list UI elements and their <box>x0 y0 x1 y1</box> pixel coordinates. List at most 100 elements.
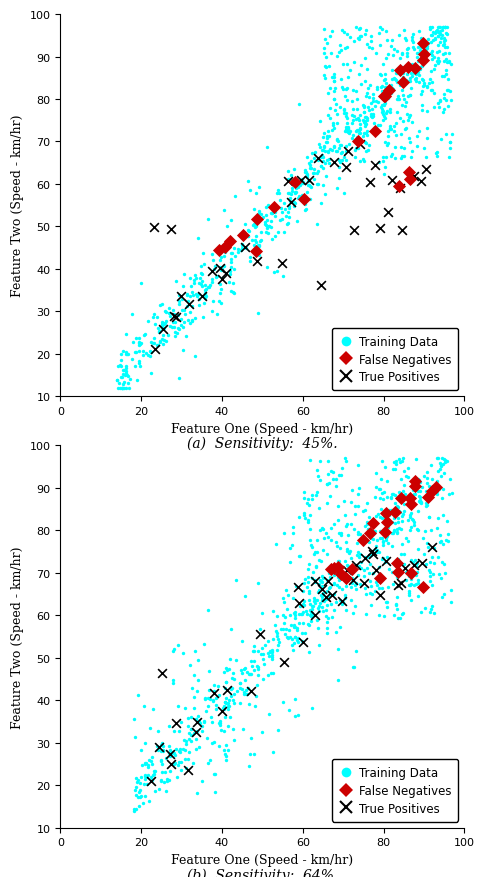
Point <box>122 327 130 341</box>
Point <box>357 561 364 575</box>
Point <box>221 695 229 709</box>
Point <box>359 505 367 519</box>
Point <box>280 617 288 631</box>
Point <box>376 39 384 53</box>
Point <box>227 214 235 228</box>
Point <box>361 136 368 150</box>
Point <box>376 531 383 545</box>
Point <box>342 139 350 153</box>
Point <box>316 573 324 587</box>
Point <box>318 521 326 535</box>
Point <box>319 151 327 165</box>
Point <box>445 151 452 165</box>
Point <box>137 789 145 803</box>
Point <box>222 661 230 675</box>
Point <box>314 154 322 168</box>
Point <box>412 568 419 582</box>
Point <box>325 153 333 167</box>
Point <box>377 588 384 602</box>
Point <box>308 701 315 715</box>
Point <box>216 688 224 702</box>
Point <box>267 666 275 680</box>
Point <box>427 565 434 579</box>
Point <box>286 191 294 205</box>
Point <box>379 538 387 553</box>
Point <box>428 602 435 617</box>
Point <box>399 115 407 129</box>
Point <box>343 571 351 585</box>
Point <box>352 85 360 99</box>
Point <box>332 536 340 550</box>
Point <box>305 498 313 512</box>
Point <box>160 317 168 332</box>
Point <box>378 511 385 525</box>
Point <box>406 75 414 89</box>
Point <box>261 216 269 230</box>
Point <box>371 490 379 504</box>
Point <box>227 253 235 267</box>
Point <box>289 644 297 658</box>
Point <box>135 335 143 349</box>
Point <box>395 553 402 567</box>
Point <box>360 127 367 141</box>
Point <box>224 702 232 717</box>
Point <box>375 545 383 560</box>
Point <box>419 38 427 52</box>
Point <box>341 125 349 139</box>
Point <box>248 660 256 674</box>
Point <box>215 717 223 731</box>
Point <box>236 696 243 710</box>
Point <box>328 521 335 535</box>
Point <box>368 103 376 117</box>
Point <box>377 524 384 538</box>
Point <box>227 256 235 270</box>
Point <box>295 581 302 595</box>
Point <box>136 337 143 351</box>
Point <box>324 611 331 625</box>
Point <box>170 758 178 772</box>
Point <box>317 196 325 210</box>
Point <box>134 774 141 788</box>
Point <box>323 478 330 492</box>
Point <box>279 592 287 606</box>
Point <box>399 61 406 75</box>
Point <box>177 313 185 327</box>
Point <box>170 307 178 321</box>
Point <box>404 58 412 72</box>
Point <box>157 773 165 787</box>
Point <box>440 55 448 69</box>
Point <box>122 381 130 396</box>
Point <box>342 455 350 469</box>
Point <box>437 469 445 483</box>
Point <box>360 130 367 144</box>
Point <box>296 178 304 192</box>
Point <box>306 522 313 536</box>
Point <box>302 166 310 180</box>
Point <box>404 89 412 103</box>
Point <box>158 757 166 771</box>
Point <box>402 574 410 588</box>
Point <box>184 294 192 308</box>
Point <box>399 507 407 521</box>
Point <box>404 534 412 548</box>
Point <box>240 229 247 243</box>
Point <box>438 452 446 466</box>
Point <box>135 332 143 346</box>
Point <box>393 506 401 520</box>
Point <box>298 626 306 640</box>
Point <box>420 470 428 484</box>
Point <box>319 144 327 158</box>
Point <box>279 623 287 637</box>
Point <box>398 149 406 163</box>
Point <box>399 557 407 571</box>
Point <box>412 453 420 467</box>
Point <box>318 601 326 615</box>
Point <box>158 321 166 335</box>
Point <box>193 684 201 698</box>
Point <box>305 179 312 193</box>
Point <box>319 162 327 176</box>
Point <box>335 563 343 577</box>
Point <box>323 585 330 599</box>
Point <box>319 179 327 193</box>
Point <box>323 61 330 75</box>
